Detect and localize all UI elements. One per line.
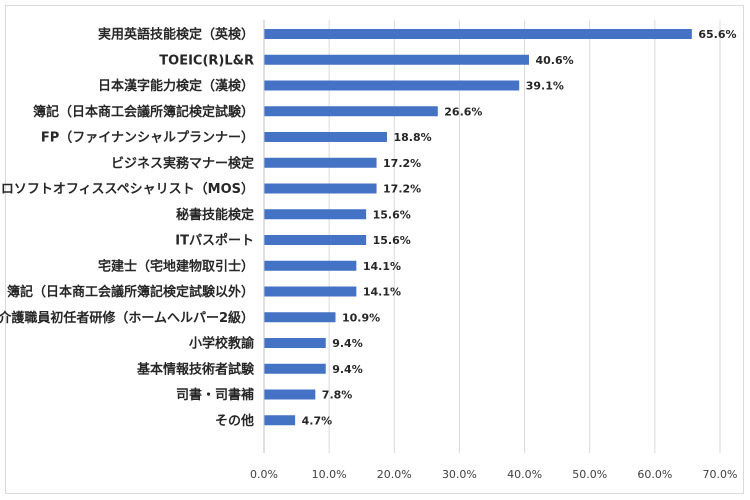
category-label-2: 日本漢字能力検定（漢検）: [98, 78, 254, 94]
category-label-15: その他: [215, 413, 254, 429]
bar-5: [264, 157, 377, 168]
bar-9: [264, 260, 357, 271]
x-tick-labels: 0.0% 10.0% 20.0% 30.0% 40.0% 50.0% 60.0% 70.0%: [250, 468, 737, 481]
bars: [264, 29, 692, 426]
category-label-9: 宅建士（宅地建物取引士）: [98, 258, 254, 274]
x-tick-label-7: 70.0%: [703, 468, 738, 481]
category-label-10: 簿記（日本商工会議所簿記検定試験以外）: [7, 284, 254, 300]
value-label-14: 7.8%: [322, 389, 353, 402]
bar-3: [264, 106, 438, 117]
value-label-12: 9.4%: [332, 337, 363, 350]
category-label-6: マイクロソフトオフィススペシャリスト（MOS）: [0, 181, 254, 197]
value-label-0: 65.6%: [698, 28, 736, 41]
bar-13: [264, 363, 326, 374]
value-label-8: 15.6%: [373, 234, 411, 247]
bar-6: [264, 183, 377, 194]
bar-0: [264, 29, 692, 39]
category-label-14: 司書・司書補: [176, 387, 254, 403]
bar-7: [264, 209, 367, 220]
category-labels: 実用英語技能検定（英検） TOEIC(R)L&R 日本漢字能力検定（漢検） 簿記（日本…: [0, 27, 255, 429]
category-label-13: 基本情報技術者試験: [136, 361, 255, 377]
value-labels: 65.6% 40.6% 39.1% 26.6% 18.8% 17.2% 17.2% 15.6%…: [302, 28, 737, 427]
value-label-2: 39.1%: [526, 80, 564, 93]
bar-10: [264, 286, 357, 297]
bar-15: [264, 415, 296, 426]
gridlines: [263, 20, 721, 453]
value-label-13: 9.4%: [332, 363, 363, 376]
x-tick-label-2: 20.0%: [377, 468, 412, 481]
bar-4: [264, 132, 387, 142]
value-label-7: 15.6%: [373, 208, 411, 221]
category-label-11: 介護職員初任者研修（ホームヘルパー2級）: [0, 310, 254, 326]
value-label-11: 10.9%: [342, 311, 380, 324]
value-label-5: 17.2%: [383, 157, 421, 170]
bar-14: [264, 389, 316, 400]
value-label-1: 40.6%: [535, 54, 573, 67]
category-label-4: FP（ファイナンシャルプランナー）: [41, 130, 254, 146]
x-tick-label-5: 50.0%: [572, 468, 607, 481]
category-label-8: ITパスポート: [175, 233, 254, 249]
value-label-4: 18.8%: [393, 131, 431, 144]
category-label-5: ビジネス実務マナー検定: [111, 155, 254, 171]
value-label-9: 14.1%: [363, 260, 401, 273]
value-label-3: 26.6%: [444, 105, 482, 118]
x-tick-label-3: 30.0%: [442, 468, 477, 481]
category-label-1: TOEIC(R)L&R: [159, 53, 254, 68]
category-label-0: 実用英語技能検定（英検）: [98, 27, 254, 43]
category-label-7: 秘書技能検定: [176, 207, 254, 223]
x-tick-label-4: 40.0%: [507, 468, 542, 481]
value-label-15: 4.7%: [302, 414, 333, 427]
bar-12: [264, 338, 326, 348]
x-tick-label-1: 10.0%: [312, 468, 347, 481]
x-tick-label-6: 60.0%: [637, 468, 672, 481]
x-tick-label-0: 0.0%: [250, 468, 278, 481]
bar-8: [264, 235, 367, 245]
bar-2: [264, 80, 520, 91]
value-label-6: 17.2%: [383, 183, 421, 196]
value-label-10: 14.1%: [363, 286, 401, 299]
bar-1: [264, 54, 529, 65]
bar-11: [264, 312, 336, 323]
category-label-12: 小学校教諭: [189, 336, 255, 352]
category-label-3: 簿記（日本商工会議所簿記検定試験）: [33, 104, 254, 120]
